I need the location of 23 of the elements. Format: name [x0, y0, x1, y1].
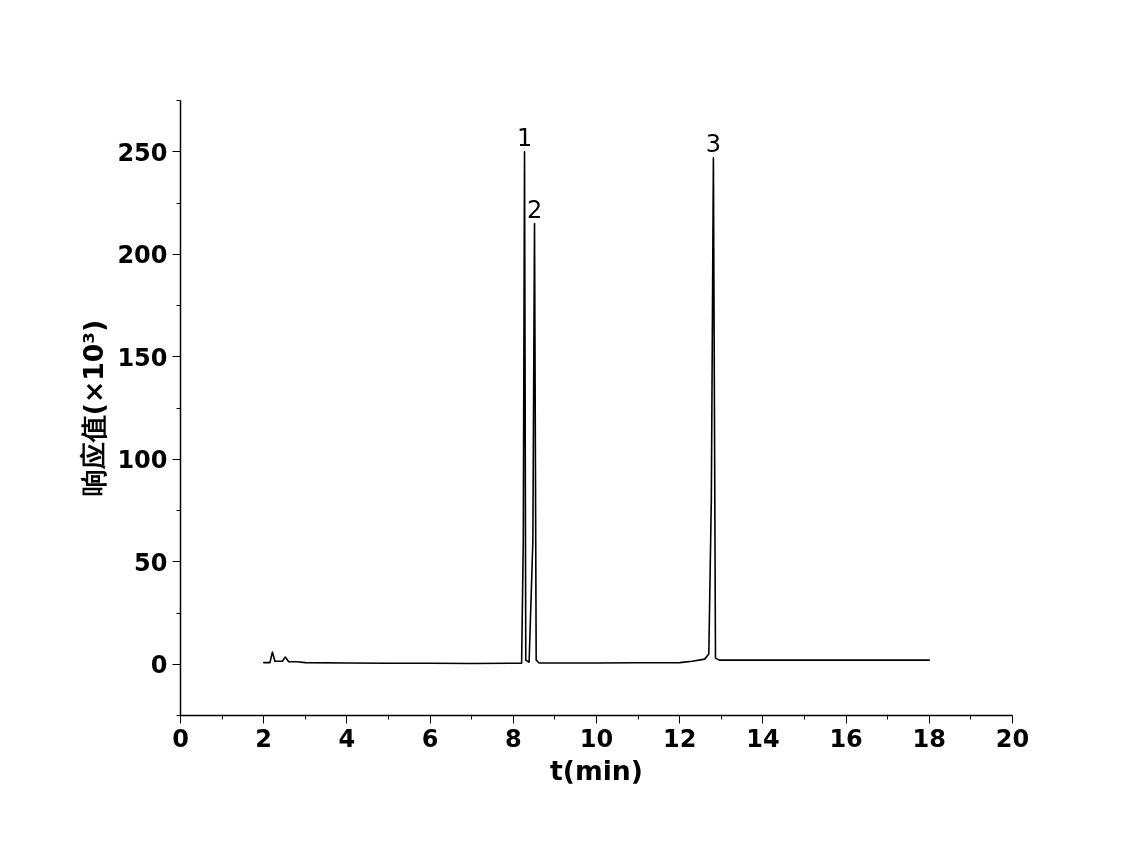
annotation: 3: [705, 129, 722, 158]
x-tick-label: 8: [504, 724, 522, 753]
x-axis-title: t(min): [550, 754, 643, 786]
y-tick-label: 200: [117, 241, 168, 270]
x-tick-label: 12: [663, 724, 697, 753]
x-tick-label: 10: [579, 724, 614, 753]
x-tick-label: 20: [995, 724, 1030, 753]
y-tick-label: 100: [117, 446, 168, 475]
x-tick-label: 14: [746, 724, 780, 753]
y-tick-label: 150: [117, 343, 168, 372]
annotation: 1: [516, 123, 533, 152]
y-axis-title: 响应值(×10³): [78, 319, 110, 497]
x-tick-label: 4: [338, 724, 356, 753]
y-tick-label: 50: [134, 548, 168, 577]
annotation: 2: [526, 195, 543, 224]
y-tick-label: 0: [150, 651, 168, 680]
x-tick-label: 16: [829, 724, 863, 753]
x-tick-label: 0: [172, 724, 189, 753]
x-tick-label: 6: [421, 724, 439, 753]
x-tick-label: 2: [255, 724, 273, 753]
x-tick-label: 18: [912, 724, 947, 753]
line-series: [262, 150, 931, 665]
y-tick-label: 250: [117, 138, 168, 167]
